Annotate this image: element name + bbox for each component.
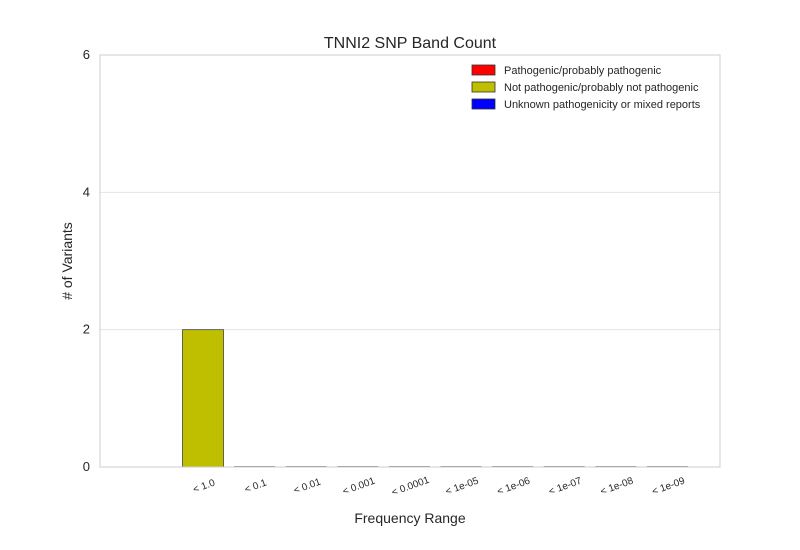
x-tick-label: < 1e-07 (547, 475, 583, 497)
x-tick-label: < 1e-06 (496, 475, 532, 497)
x-tick-label: < 0.001 (341, 476, 377, 498)
legend-entry: Pathogenic/probably pathogenic (504, 65, 662, 77)
x-tick-label: < 0.01 (292, 477, 323, 497)
x-axis-label: Frequency Range (354, 510, 466, 526)
x-tick-labels: < 1.0 < 0.1 < 0.01 < 0.001 < 0.0001 < 1e-05 < … (192, 475, 687, 499)
chart-title: TNNI2 SNP Band Count (324, 35, 497, 52)
y-tick-label: 6 (83, 47, 90, 62)
legend-swatch (471, 81, 496, 93)
y-tick-label: 2 (83, 322, 90, 337)
plot-frame (99, 54, 721, 468)
x-tick-label: < 1e-05 (444, 475, 480, 497)
bar (182, 329, 224, 468)
legend: Pathogenic/probably pathogenic Not pathog… (471, 64, 701, 111)
x-tick-label: < 0.1 (243, 477, 268, 495)
x-tick-label: < 1e-08 (599, 475, 635, 497)
legend-entry: Unknown pathogenicity or mixed reports (504, 99, 701, 111)
legend-entry: Not pathogenic/probably not pathogenic (504, 82, 699, 94)
y-axis-label: # of Variants (59, 222, 75, 300)
x-tick-label: < 0.0001 (390, 475, 431, 499)
y-tick-labels: 0 2 4 6 (83, 47, 90, 474)
y-tick-label: 4 (83, 184, 90, 199)
legend-swatch (471, 64, 496, 76)
x-tick-label: < 1e-09 (651, 475, 687, 497)
x-tick-label: < 1.0 (192, 477, 217, 495)
legend-swatch (471, 98, 496, 110)
y-tick-label: 0 (83, 459, 90, 474)
